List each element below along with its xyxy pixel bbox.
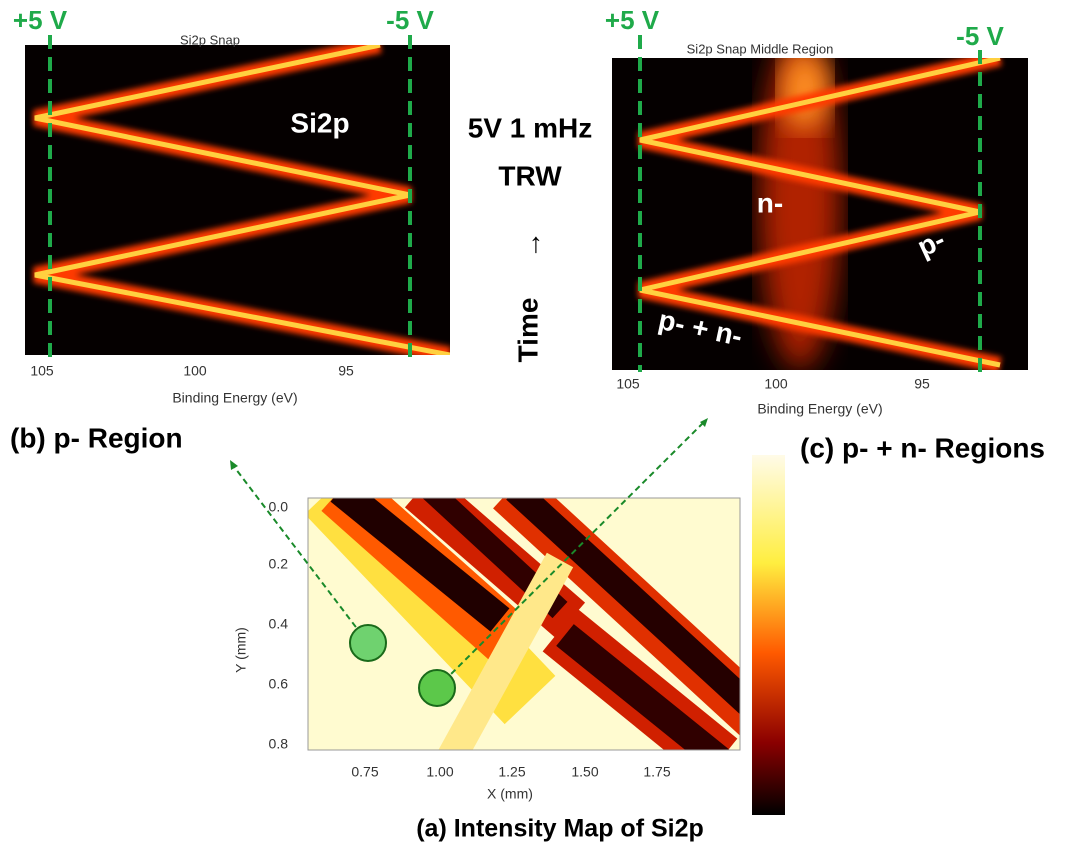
x-axis-label: Binding Energy (eV) <box>172 390 297 406</box>
voltage-label: -5 V <box>956 21 1004 51</box>
y-tick-label: 0.0 <box>269 499 289 515</box>
x-tick-label: 1.25 <box>498 764 525 780</box>
x-tick-label: 95 <box>338 363 354 379</box>
colorbar <box>752 455 785 815</box>
panel-b: Si2p Snap +5 V -5 V Si2p 105 100 95 Bind… <box>10 5 450 454</box>
region-marker <box>350 625 386 661</box>
panel-a: 0.0 0.2 0.4 0.6 0.8 Y (mm) 0.75 1.00 1.2… <box>230 418 785 843</box>
x-tick-label: 105 <box>30 363 54 379</box>
plot-title: Si2p Snap <box>180 32 240 47</box>
y-axis-label: Y (mm) <box>233 627 249 673</box>
caption: (a) Intensity Map of Si2p <box>416 815 704 843</box>
x-tick-label: 100 <box>764 376 788 392</box>
y-tick-label: 0.4 <box>269 616 289 632</box>
voltage-label: -5 V <box>386 5 434 35</box>
plot-title: Si2p Snap Middle Region <box>687 41 834 56</box>
x-axis-label: Binding Energy (eV) <box>757 401 882 417</box>
arrow: → <box>515 231 546 259</box>
figure: Si2p Snap +5 V -5 V Si2p 105 100 95 Bind… <box>0 0 1069 846</box>
voltage-label: +5 V <box>605 5 660 35</box>
panel-c: Si2p Snap Middle Region +5 V -5 V n- p- … <box>605 5 1045 464</box>
annotation: Si2p <box>290 107 349 138</box>
middle-labels: 5V 1 mHz TRW → Time <box>468 112 593 362</box>
x-tick-label: 1.50 <box>571 764 598 780</box>
arrow-head <box>230 460 238 470</box>
x-tick-label: 95 <box>914 376 930 392</box>
y-tick-label: 0.8 <box>269 736 289 752</box>
y-tick-label: 0.2 <box>269 556 289 572</box>
time-label: Time <box>512 298 543 363</box>
caption: (b) p- Region <box>10 422 183 453</box>
y-tick-label: 0.6 <box>269 676 289 692</box>
x-tick-label: 100 <box>183 363 207 379</box>
x-axis-label: X (mm) <box>487 786 533 802</box>
caption: (c) p- + n- Regions <box>800 432 1045 463</box>
label: TRW <box>498 160 562 191</box>
annotation: n- <box>757 187 783 218</box>
x-tick-label: 1.00 <box>426 764 453 780</box>
x-tick-label: 105 <box>616 376 640 392</box>
region-marker <box>419 670 455 706</box>
voltage-label: +5 V <box>13 5 68 35</box>
x-tick-label: 1.75 <box>643 764 670 780</box>
x-tick-label: 0.75 <box>351 764 378 780</box>
label: 5V 1 mHz <box>468 112 593 143</box>
